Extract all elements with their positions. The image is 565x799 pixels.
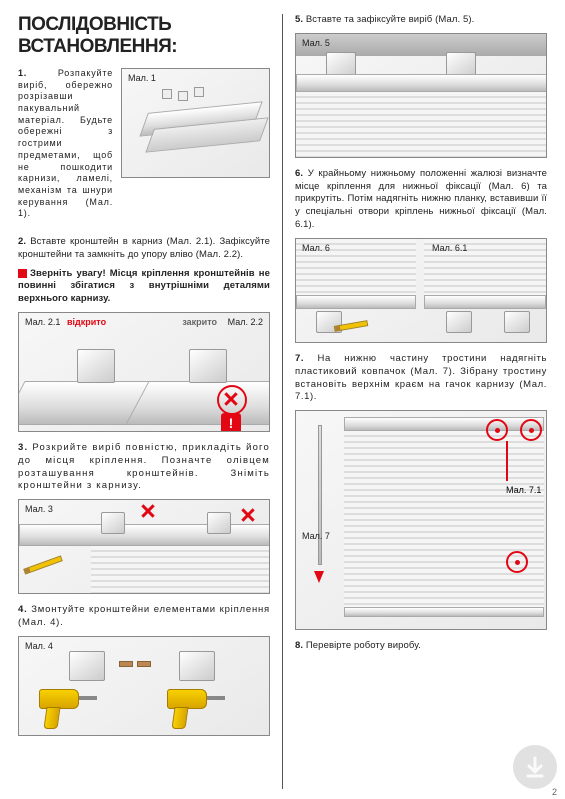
figure-3-label: Мал. 3	[25, 504, 53, 514]
page: ПОСЛІДОВНІСТЬ ВСТАНОВЛЕННЯ: 1. Розпакуйт…	[0, 0, 565, 799]
figure-2-2-label: Мал. 2.2	[228, 317, 263, 327]
label-closed: закрито	[182, 317, 217, 327]
step-7-body: На нижню частину тростини надягніть плас…	[295, 353, 547, 402]
step-1: 1. Розпакуйте виріб, обережно розрізавши…	[18, 68, 270, 226]
step-8-text: 8. Перевірте роботу виробу.	[295, 640, 547, 653]
step-7-num: 7.	[295, 353, 304, 364]
page-title: ПОСЛІДОВНІСТЬ ВСТАНОВЛЕННЯ:	[18, 14, 270, 58]
step-2-num: 2.	[18, 236, 26, 247]
figure-5: Мал. 5	[295, 33, 547, 158]
drill-icon	[167, 689, 215, 729]
left-column: ПОСЛІДОВНІСТЬ ВСТАНОВЛЕННЯ: 1. Розпакуйт…	[18, 14, 282, 789]
step-3-text: 3. Розкрийте виріб повністю, прикладіть …	[18, 442, 270, 493]
step-1-body: Розпакуйте виріб, обережно розрізавши па…	[18, 68, 113, 218]
step-4-body: Змонтуйте кронштейни елементами кріпленн…	[18, 604, 270, 628]
figure-2: Мал. 2.1 відкрито закрито Мал. 2.2 !	[18, 312, 270, 432]
alert-icon: !	[221, 413, 241, 432]
step-5-body: Вставте та зафіксуйте виріб (Мал. 5).	[306, 14, 475, 25]
right-column: 5. Вставте та зафіксуйте виріб (Мал. 5).…	[283, 14, 547, 789]
step-2-body: Вставте кронштейн в карниз (Мал. 2.1). З…	[18, 236, 270, 260]
step-7-text: 7. На нижню частину тростини надягніть п…	[295, 353, 547, 404]
step-5-text: 5. Вставте та зафіксуйте виріб (Мал. 5).	[295, 14, 547, 27]
step-4-text: 4. Змонтуйте кронштейни елементами кріпл…	[18, 604, 270, 630]
figure-6-1-label: Мал. 6.1	[432, 243, 467, 253]
step-5-num: 5.	[295, 14, 303, 25]
figure-7-label: Мал. 7	[302, 531, 330, 541]
figure-6: Мал. 6 Мал. 6.1	[295, 238, 547, 343]
step-3-body: Розкрийте виріб повністю, прикладіть йог…	[18, 442, 270, 491]
figure-4: Мал. 4	[18, 636, 270, 736]
step-4-num: 4.	[18, 604, 28, 615]
step-1-text: 1. Розпакуйте виріб, обережно розрізавши…	[18, 68, 113, 220]
step-6-num: 6.	[295, 168, 303, 179]
figure-2-1-label: Мал. 2.1	[25, 317, 60, 327]
step-8-num: 8.	[295, 640, 303, 651]
figure-1: Мал. 1	[121, 68, 270, 178]
step-6-text: 6. У крайньому нижньому положенні жалюзі…	[295, 168, 547, 232]
figure-3: Мал. 3	[18, 499, 270, 594]
step-2-text: 2. Вставте кронштейн в карниз (Мал. 2.1)…	[18, 236, 270, 262]
figure-4-label: Мал. 4	[25, 641, 53, 651]
step-1-num: 1.	[18, 68, 27, 78]
step-2-warn-text: Зверніть увагу! Місця кріплення кронштей…	[18, 268, 270, 305]
step-8-body: Перевірте роботу виробу.	[306, 640, 421, 651]
label-open: відкрито	[67, 317, 106, 327]
step-6-body: У крайньому нижньому положенні жалюзі ви…	[295, 168, 547, 230]
figure-5-label: Мал. 5	[302, 38, 330, 48]
step-2-warning: Зверніть увагу! Місця кріплення кронштей…	[18, 268, 270, 306]
figure-7: Мал. 7 Мал. 7.1	[295, 410, 547, 630]
figure-6-label: Мал. 6	[302, 243, 330, 253]
download-arrow-icon[interactable]	[513, 745, 557, 789]
drill-icon	[39, 689, 87, 729]
figure-7-1-label: Мал. 7.1	[506, 485, 541, 495]
figure-1-label: Мал. 1	[128, 73, 156, 83]
page-number: 2	[552, 787, 557, 797]
step-3-num: 3.	[18, 442, 28, 453]
warning-icon	[18, 269, 27, 278]
